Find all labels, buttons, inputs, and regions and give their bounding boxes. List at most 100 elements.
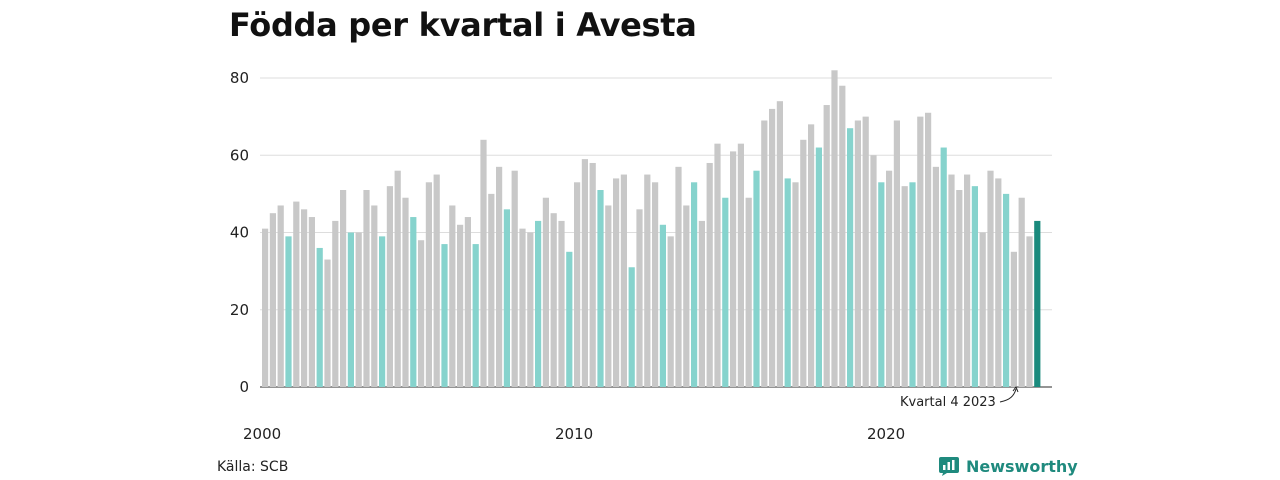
bar xyxy=(324,259,331,387)
bar xyxy=(613,178,620,387)
bar xyxy=(948,174,955,387)
bar xyxy=(722,197,729,387)
bar xyxy=(386,186,393,387)
bar xyxy=(808,124,815,387)
bar xyxy=(987,170,994,387)
bar xyxy=(574,182,581,387)
bar xyxy=(979,232,986,387)
bar xyxy=(496,166,503,387)
bar xyxy=(862,116,869,388)
bar xyxy=(620,174,627,387)
bar xyxy=(784,178,791,387)
y-tick-label: 80 xyxy=(230,69,249,87)
bar xyxy=(402,197,409,387)
bar xyxy=(901,186,908,387)
bar xyxy=(995,178,1002,387)
bar xyxy=(964,174,971,387)
bar xyxy=(1003,193,1010,388)
bar xyxy=(675,166,682,387)
bar xyxy=(745,197,752,387)
bar xyxy=(301,209,308,387)
bar xyxy=(566,251,573,387)
bars xyxy=(262,70,1041,388)
bar xyxy=(698,220,705,387)
bar xyxy=(823,105,830,387)
bar xyxy=(558,220,565,387)
bar xyxy=(527,232,534,387)
bar xyxy=(909,182,916,387)
bar xyxy=(854,120,861,388)
bar xyxy=(511,170,518,387)
bar xyxy=(917,116,924,388)
bar xyxy=(394,170,401,387)
bar xyxy=(464,217,471,387)
bar xyxy=(503,209,510,387)
bar xyxy=(441,244,448,387)
bar xyxy=(1018,197,1025,387)
bar xyxy=(449,205,456,387)
bar xyxy=(1026,236,1033,387)
bar xyxy=(410,217,417,387)
bar xyxy=(347,232,354,387)
bar xyxy=(371,205,378,387)
annotation: Kvartal 4 2023 xyxy=(900,385,1019,410)
bar xyxy=(691,182,698,387)
x-tick-labels: 2000 2010 2020 xyxy=(243,425,905,443)
x-tick-label: 2010 xyxy=(555,425,593,443)
bar xyxy=(971,186,978,387)
bar xyxy=(480,139,487,387)
bar xyxy=(940,147,947,387)
bar xyxy=(683,205,690,387)
annotation-arrow xyxy=(999,388,1017,403)
bar xyxy=(667,236,674,387)
bar xyxy=(457,224,464,387)
brand-logo[interactable]: Newsworthy xyxy=(938,455,1078,477)
bar xyxy=(659,224,666,387)
bar xyxy=(878,182,885,387)
bar xyxy=(425,182,432,387)
y-tick-label: 0 xyxy=(239,378,249,396)
bar xyxy=(886,170,893,387)
bar xyxy=(308,217,315,387)
bar xyxy=(847,128,854,387)
bar xyxy=(285,236,292,387)
bar xyxy=(737,143,744,387)
bar xyxy=(1010,251,1017,387)
x-tick-label: 2000 xyxy=(243,425,281,443)
y-tick-label: 40 xyxy=(230,224,249,242)
bar xyxy=(761,120,768,388)
bar xyxy=(262,228,269,387)
bar xyxy=(418,240,425,387)
bar xyxy=(815,147,822,387)
bar xyxy=(753,170,760,387)
bar xyxy=(932,166,939,387)
bar xyxy=(379,236,386,387)
bar xyxy=(589,162,596,387)
bar xyxy=(831,70,838,387)
y-tick-labels: 0 20 40 60 80 xyxy=(230,69,249,396)
y-tick-label: 20 xyxy=(230,301,249,319)
bar xyxy=(776,101,783,388)
bar xyxy=(472,244,479,387)
bar xyxy=(363,190,370,387)
bar xyxy=(925,112,932,387)
bar xyxy=(605,205,612,387)
bar xyxy=(535,220,542,387)
bar xyxy=(1034,220,1041,387)
bar xyxy=(652,182,659,387)
bar xyxy=(550,213,557,387)
bar xyxy=(956,190,963,387)
bar xyxy=(769,108,776,388)
annotation-arrowhead xyxy=(1012,385,1019,393)
bar xyxy=(355,232,362,387)
bar xyxy=(340,190,347,387)
bar xyxy=(293,201,300,387)
bar xyxy=(519,228,526,387)
bar xyxy=(542,197,549,387)
bar xyxy=(893,120,900,388)
bar xyxy=(730,151,737,387)
annotation-label: Kvartal 4 2023 xyxy=(900,395,996,410)
bar xyxy=(644,174,651,387)
bar xyxy=(316,247,323,387)
bar xyxy=(706,162,713,387)
